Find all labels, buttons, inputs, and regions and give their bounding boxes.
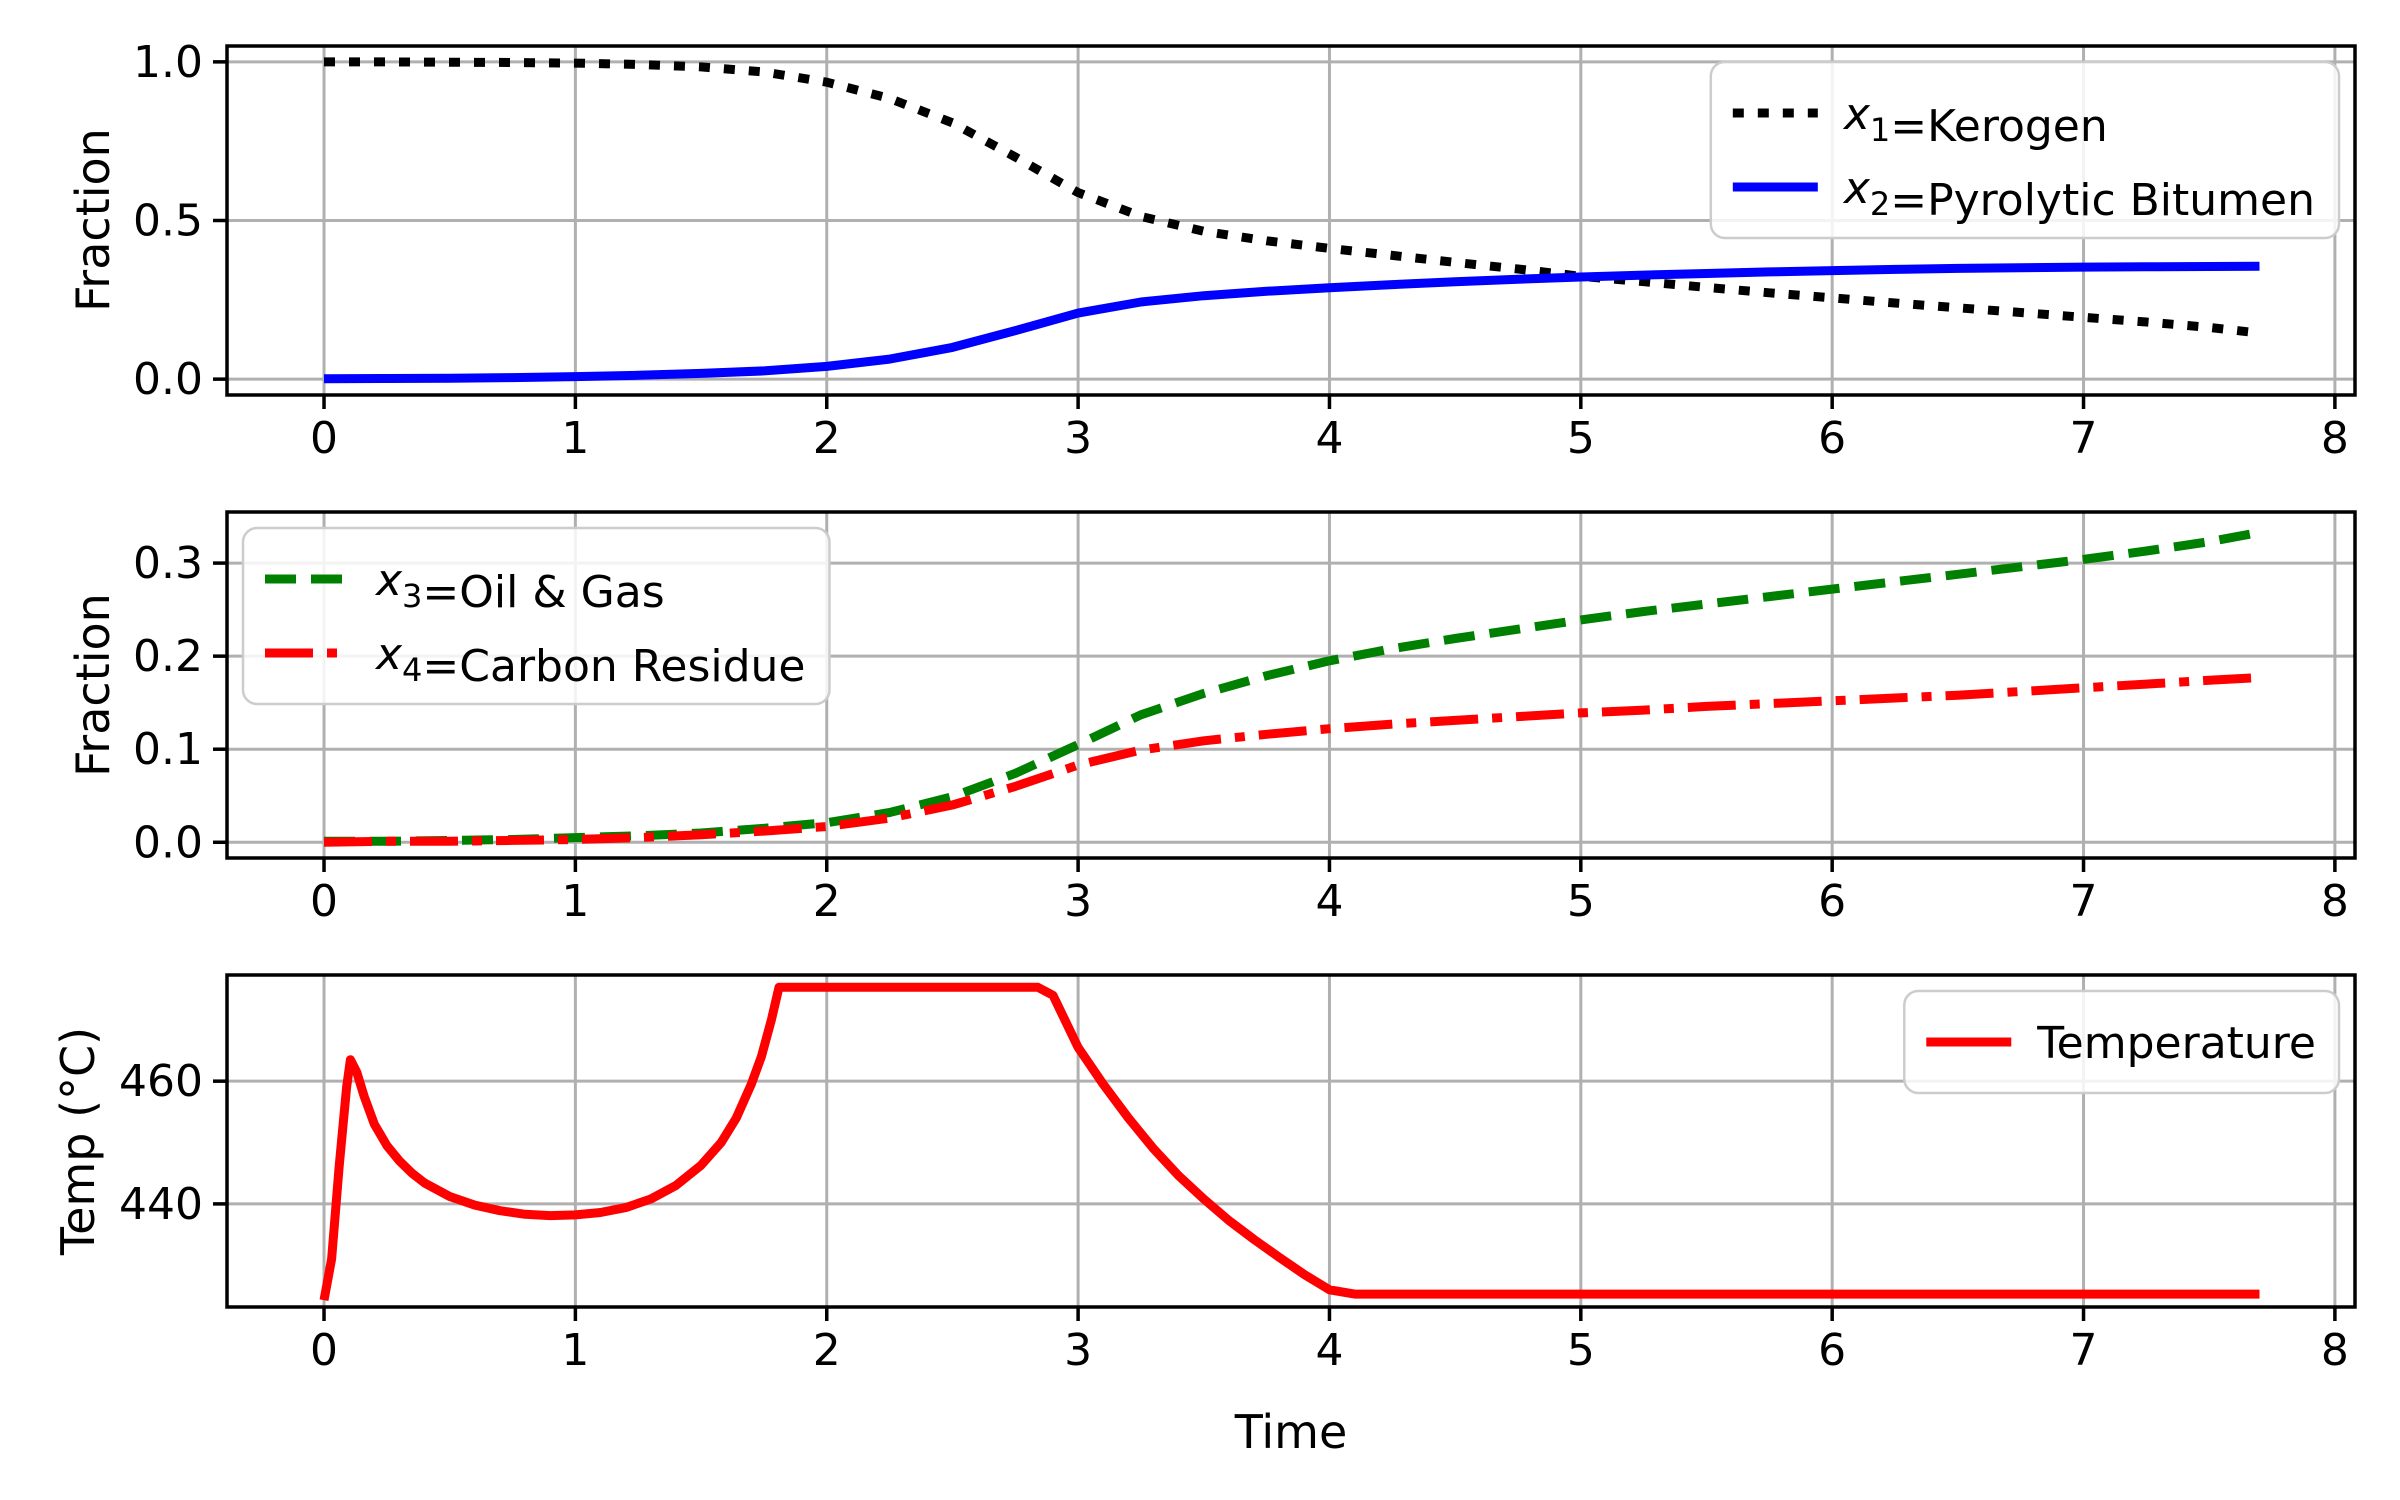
subplot-1: 0 1 2 3 4 5 6 7 8 0.0 0.1 0.2 0.3 x3=Oil & Gas x4=Carb… [133,510,2357,927]
x-tick-label: 3 [1064,876,1092,927]
y-tick-label: 0.0 [133,354,203,405]
series-group-2 [319,982,2260,1302]
legend-label-x3-oil-and-gas: x3=Oil & Gas [374,555,665,618]
y-tick-label: 0.0 [133,817,203,868]
x-axis-label-time: Time [1234,1405,1348,1459]
x-tick-label: 8 [2321,413,2349,464]
x-tick-label: 1 [561,876,589,927]
x-tick-label: 5 [1567,413,1595,464]
x-tick-label: 3 [1064,1325,1092,1376]
ticks-subplot-0: 0 1 2 3 4 5 6 7 8 0.0 0.5 1.0 [133,37,2349,464]
y-axis-label-fraction-middle: Fraction [66,593,120,777]
x-tick-label: 4 [1315,413,1343,464]
series-group-1 [323,527,2261,847]
legend-box [1903,989,2341,1095]
y-tick-label: 0.2 [133,631,203,682]
x-tick-label: 2 [813,876,841,927]
curve-temperature [319,982,2260,1302]
x-tick-label: 2 [813,1325,841,1376]
curve-x2-pyrolytic-bitumen [323,261,2260,384]
x-tick-label: 1 [561,1325,589,1376]
x-tick-label: 4 [1315,1325,1343,1376]
axes-spines-2 [225,973,2357,1309]
legend-box [241,526,831,706]
x-tick-label: 6 [1818,876,1846,927]
x-tick-label: 1 [561,413,589,464]
y-tick-label: 0.1 [133,724,203,775]
x-tick-label: 5 [1567,1325,1595,1376]
ticks-subplot-2: 0 1 2 3 4 5 6 7 8 440 460 [119,1056,2349,1376]
legend-label-x1-kerogen: x1=Kerogen [1842,89,2108,152]
subplot-2: 0 1 2 3 4 5 6 7 8 440 460 Temperature [119,973,2357,1376]
axes-spines-1 [225,510,2357,860]
x-tick-label: 8 [2321,1325,2349,1376]
legend-label-temperature: Temperature [2036,1018,2316,1069]
series-group-0 [323,57,2261,384]
x-tick-label: 7 [2070,413,2098,464]
subplot-0: 0 1 2 3 4 5 6 7 8 0.0 0.5 1.0 x1=Kerogen x2=Pyrolytic… [133,37,2357,464]
x-tick-label: 6 [1818,1325,1846,1376]
legend-box [1709,60,2341,240]
y-tick-label: 0.3 [133,538,203,589]
y-axis-label-fraction-top: Fraction [66,128,120,312]
x-tick-label: 2 [813,413,841,464]
y-tick-label: 440 [119,1179,203,1230]
x-tick-label: 4 [1315,876,1343,927]
curve-x1-kerogen [324,57,2261,338]
legend-subplot-1: x3=Oil & Gas x4=Carbon Residue [241,526,831,706]
x-tick-label: 7 [2070,876,2098,927]
legend-label-x4-carbon-residue: x4=Carbon Residue [374,629,805,692]
ticks-subplot-1: 0 1 2 3 4 5 6 7 8 0.0 0.1 0.2 0.3 [133,538,2349,927]
x-tick-label: 3 [1064,413,1092,464]
curve-x4-carbon-residue [323,673,2260,847]
legend-label-x2-pyrolytic-bitumen: x2=Pyrolytic Bitumen [1842,163,2315,226]
x-tick-label: 8 [2321,876,2349,927]
y-axis-label-temperature: Temp (°C) [51,1026,105,1256]
x-tick-label: 5 [1567,876,1595,927]
x-tick-label: 0 [310,413,338,464]
legend-subplot-2: Temperature [1903,989,2341,1095]
x-tick-label: 0 [310,1325,338,1376]
x-tick-label: 0 [310,876,338,927]
y-tick-label: 1.0 [133,37,203,88]
x-tick-label: 7 [2070,1325,2098,1376]
x-tick-label: 6 [1818,413,1846,464]
y-tick-label: 460 [119,1056,203,1107]
legend-subplot-0: x1=Kerogen x2=Pyrolytic Bitumen [1709,60,2341,240]
y-tick-label: 0.5 [133,196,203,247]
